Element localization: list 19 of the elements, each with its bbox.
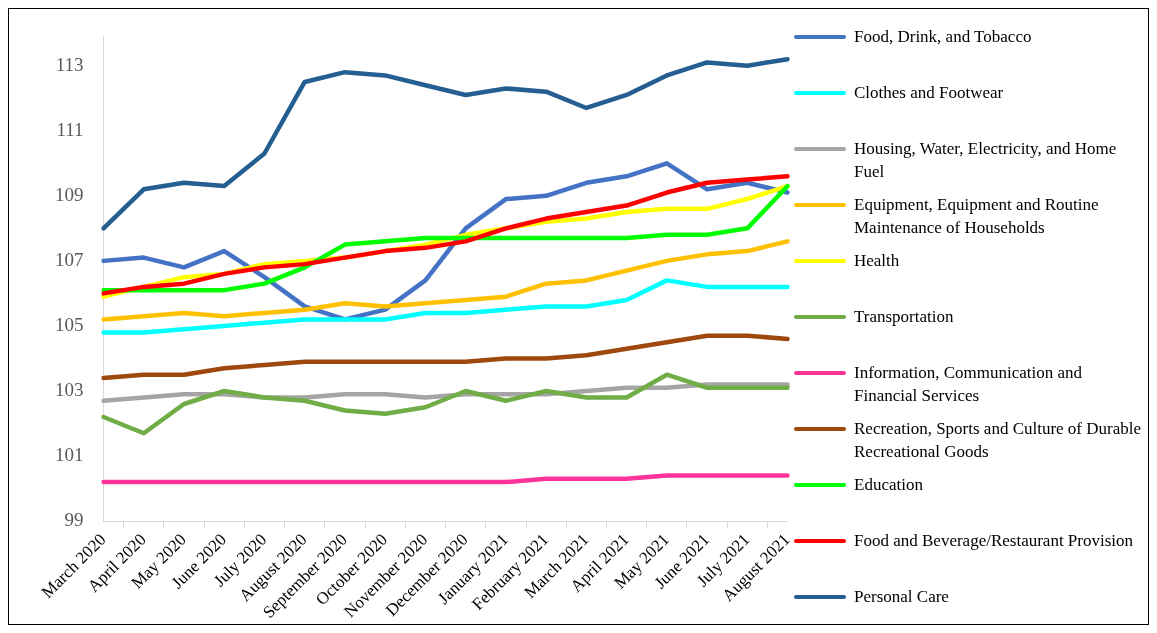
y-tick-label: 111: [56, 118, 84, 140]
y-tick-label: 101: [55, 444, 84, 466]
y-tick-label: 107: [55, 248, 84, 270]
legend-label: Food and Beverage/Restaurant Provision: [854, 530, 1134, 552]
legend-label: Transportation: [854, 306, 954, 328]
legend-label: Clothes and Footwear: [854, 82, 1004, 104]
y-tick-label: 109: [55, 183, 84, 205]
y-tick-label: 105: [55, 313, 84, 335]
legend-label: Information, Communication and Financial Services: [854, 362, 1084, 407]
legend-label: Recreation, Sports and Culture of Durable Recreational Goods: [854, 418, 1143, 463]
legend-label: Health: [854, 250, 900, 272]
legend-label: Equipment, Equipment and Routine Maintenance of Households: [854, 194, 1100, 239]
y-tick-label: 103: [55, 378, 84, 400]
legend-label: Personal Care: [854, 586, 949, 608]
y-tick-label: 99: [64, 509, 84, 531]
legend-label: Housing, Water, Electricity, and Home Fuel: [854, 138, 1118, 183]
legend-label: Education: [854, 474, 923, 496]
y-tick-label: 113: [55, 53, 84, 75]
legend-label: Food, Drink, and Tobacco: [854, 26, 1032, 48]
